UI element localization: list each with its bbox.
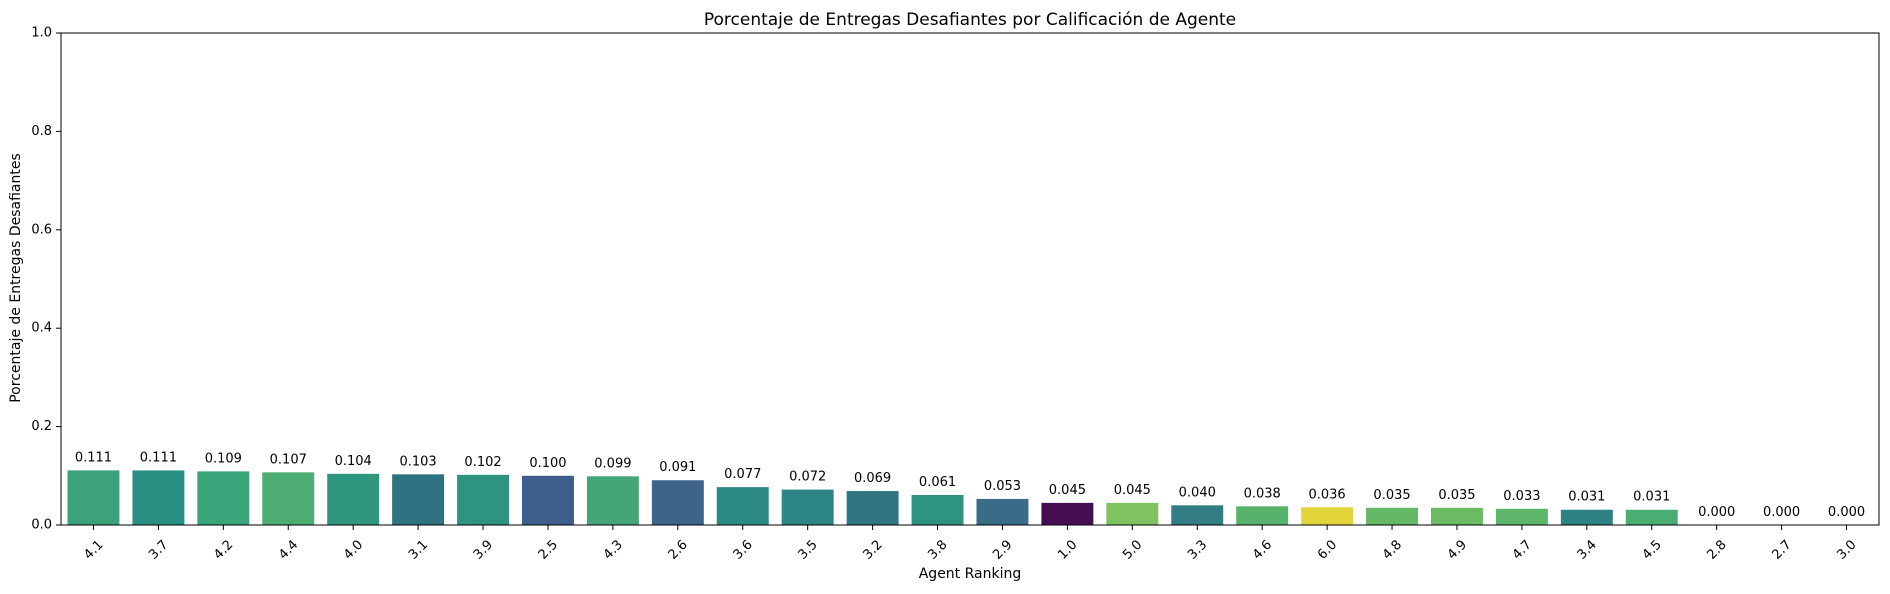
bar-3.9 <box>457 474 510 525</box>
x-tick-label: 3.1 <box>406 537 431 562</box>
x-tick-label: 4.3 <box>601 537 626 562</box>
bar-4.6 <box>1236 506 1289 525</box>
bar-value-label-3.6: 0.077 <box>724 467 761 482</box>
bar-3.3 <box>1171 505 1224 525</box>
x-tick-label: 3.6 <box>731 537 756 562</box>
y-tick-label: 0.6 <box>31 222 52 237</box>
bar-value-label-5.0: 0.045 <box>1114 483 1151 498</box>
bar-value-label-6.0: 0.036 <box>1308 487 1345 502</box>
x-tick-label: 2.7 <box>1769 537 1794 562</box>
bar-value-label-3.8: 0.061 <box>919 475 956 490</box>
x-tick-label: 3.2 <box>860 537 885 562</box>
x-tick-label: 4.2 <box>211 537 236 562</box>
bar-value-label-4.4: 0.107 <box>270 452 307 467</box>
bar-5.0 <box>1106 502 1159 525</box>
x-axis-title: Agent Ranking <box>919 566 1022 582</box>
x-tick-label: 4.5 <box>1640 537 1665 562</box>
bar-value-label-4.2: 0.109 <box>205 451 242 466</box>
bar-value-label-3.9: 0.102 <box>464 455 501 470</box>
bar-value-label-4.9: 0.035 <box>1438 488 1475 503</box>
x-tick-label: 3.5 <box>795 537 820 562</box>
bar-value-label-3.4: 0.031 <box>1568 490 1605 505</box>
y-tick-label: 1.0 <box>31 26 52 41</box>
bar-4.9 <box>1430 507 1483 525</box>
bar-2.5 <box>521 475 574 525</box>
chart-title: Porcentaje de Entregas Desafiantes por C… <box>704 10 1236 30</box>
bar-value-label-2.7: 0.000 <box>1763 505 1800 520</box>
bar-1.0 <box>1041 502 1094 525</box>
bar-value-label-3.3: 0.040 <box>1179 485 1216 500</box>
bar-value-label-4.8: 0.035 <box>1373 488 1410 503</box>
x-tick-label: 2.5 <box>536 537 561 562</box>
bar-3.2 <box>846 491 899 525</box>
plot-frame <box>60 32 1880 526</box>
x-tick-label: 4.6 <box>1250 537 1275 562</box>
x-tick-label: 1.0 <box>1055 537 1080 562</box>
y-tick-label: 0.0 <box>31 518 52 533</box>
bar-value-label-2.8: 0.000 <box>1698 505 1735 520</box>
y-axis: 0.0 0.2 0.4 0.6 0.8 1.0 <box>31 26 61 533</box>
x-tick-label: 2.9 <box>990 537 1015 562</box>
y-tick-label: 0.2 <box>31 419 52 434</box>
bar-value-label-4.0: 0.104 <box>335 454 372 469</box>
x-tick-label: 4.1 <box>81 537 106 562</box>
x-tick-label: 2.6 <box>666 537 691 562</box>
bar-4.8 <box>1366 507 1419 525</box>
x-tick-label: 4.7 <box>1510 537 1535 562</box>
bar-value-label-4.5: 0.031 <box>1633 490 1670 505</box>
x-tick-label: 4.8 <box>1380 537 1405 562</box>
x-tick-label: 4.0 <box>341 537 366 562</box>
bars-layer <box>67 470 1678 525</box>
x-tick-label: 3.4 <box>1575 537 1600 562</box>
x-tick-label: 2.8 <box>1704 537 1729 562</box>
x-axis: 4.1 3.7 4.2 4.4 4.0 3.1 3.9 2.5 4.3 2.6 3.6 3.5 3.2 3… <box>81 525 1860 563</box>
y-tick-label: 0.4 <box>31 321 52 336</box>
bar-4.1 <box>67 470 120 525</box>
x-tick-label: 3.7 <box>146 537 171 562</box>
bar-4.4 <box>262 472 315 525</box>
bar-value-label-3.2: 0.069 <box>854 471 891 486</box>
bar-4.0 <box>327 473 380 525</box>
x-tick-label: 3.9 <box>471 537 496 562</box>
bar-value-label-4.3: 0.099 <box>594 456 631 471</box>
bar-4.3 <box>586 476 639 525</box>
bar-3.8 <box>911 494 964 525</box>
x-tick-label: 3.8 <box>925 537 950 562</box>
bar-4.2 <box>197 471 250 525</box>
x-tick-label: 6.0 <box>1315 537 1340 562</box>
bar-value-label-3.1: 0.103 <box>399 454 436 469</box>
x-tick-label: 3.0 <box>1834 537 1859 562</box>
bar-value-label-3.0: 0.000 <box>1828 505 1865 520</box>
bar-2.9 <box>976 498 1029 525</box>
bar-6.0 <box>1301 507 1354 525</box>
bar-2.6 <box>651 480 704 525</box>
bar-value-label-2.6: 0.091 <box>659 460 696 475</box>
bar-3.4 <box>1560 509 1613 525</box>
bar-value-label-2.9: 0.053 <box>984 479 1021 494</box>
y-tick-label: 0.8 <box>31 124 52 139</box>
bar-value-label-4.1: 0.111 <box>75 450 112 465</box>
bar-value-label-3.7: 0.111 <box>140 450 177 465</box>
bar-value-label-3.5: 0.072 <box>789 470 826 485</box>
bar-3.1 <box>392 474 445 525</box>
bar-3.6 <box>716 487 769 525</box>
bar-4.5 <box>1625 509 1678 525</box>
bar-value-label-4.7: 0.033 <box>1503 489 1540 504</box>
bar-3.5 <box>781 489 834 525</box>
bar-value-label-1.0: 0.045 <box>1049 483 1086 498</box>
x-tick-label: 4.4 <box>276 537 301 562</box>
bar-value-label-4.6: 0.038 <box>1244 486 1281 501</box>
bar-3.7 <box>132 470 185 525</box>
bar-value-label-2.5: 0.100 <box>529 456 566 471</box>
x-tick-label: 4.9 <box>1445 537 1470 562</box>
x-tick-label: 3.3 <box>1185 537 1210 562</box>
x-tick-label: 5.0 <box>1120 537 1145 562</box>
y-axis-title: Porcentaje de Entregas Desafiantes <box>8 153 24 403</box>
bar-value-labels: 0.111 0.111 0.109 0.107 0.104 0.103 0.102 0.100… <box>75 450 1865 520</box>
bar-4.7 <box>1495 508 1548 525</box>
